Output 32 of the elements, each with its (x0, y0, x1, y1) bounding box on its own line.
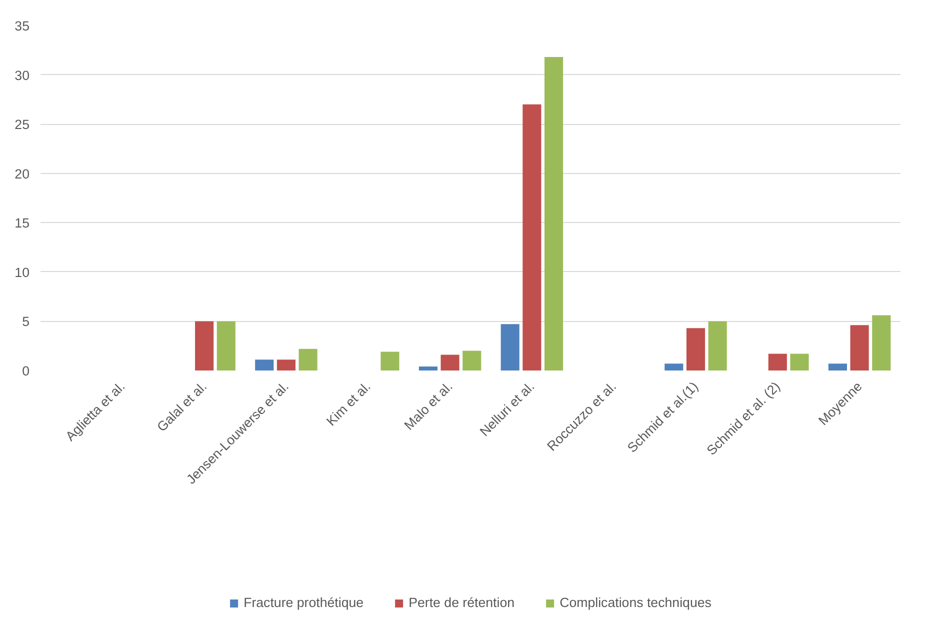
legend-label: Complications techniques (560, 595, 712, 610)
bar (255, 360, 274, 370)
bar (686, 328, 706, 370)
y-tick-label: 30 (14, 68, 30, 83)
y-tick-label: 5 (22, 314, 30, 330)
y-tick-label: 10 (14, 264, 30, 280)
bar (195, 321, 214, 370)
y-tick-label: 25 (14, 117, 30, 132)
bar (380, 352, 400, 370)
y-tick-label: 0 (22, 364, 30, 378)
bar (500, 324, 520, 370)
bar (462, 350, 482, 370)
bar (828, 364, 847, 370)
bar (544, 57, 564, 370)
bar (790, 354, 809, 370)
bar (872, 315, 891, 370)
bar (276, 360, 296, 370)
x-tick-label: Kim et al. (324, 378, 374, 429)
y-tick-label: 15 (14, 216, 30, 231)
y-tick-label: 35 (14, 18, 30, 34)
bar (768, 354, 787, 370)
y-tick-label: 20 (14, 166, 30, 182)
bar (216, 321, 236, 370)
bar (440, 354, 460, 370)
bar (850, 325, 869, 370)
bar (522, 104, 542, 370)
legend-label: Perte de rétention (408, 595, 515, 610)
bar (708, 321, 727, 370)
bar (418, 366, 438, 370)
legend-label: Fracture prothétique (244, 595, 364, 610)
bar (298, 348, 318, 370)
bar (664, 364, 684, 370)
